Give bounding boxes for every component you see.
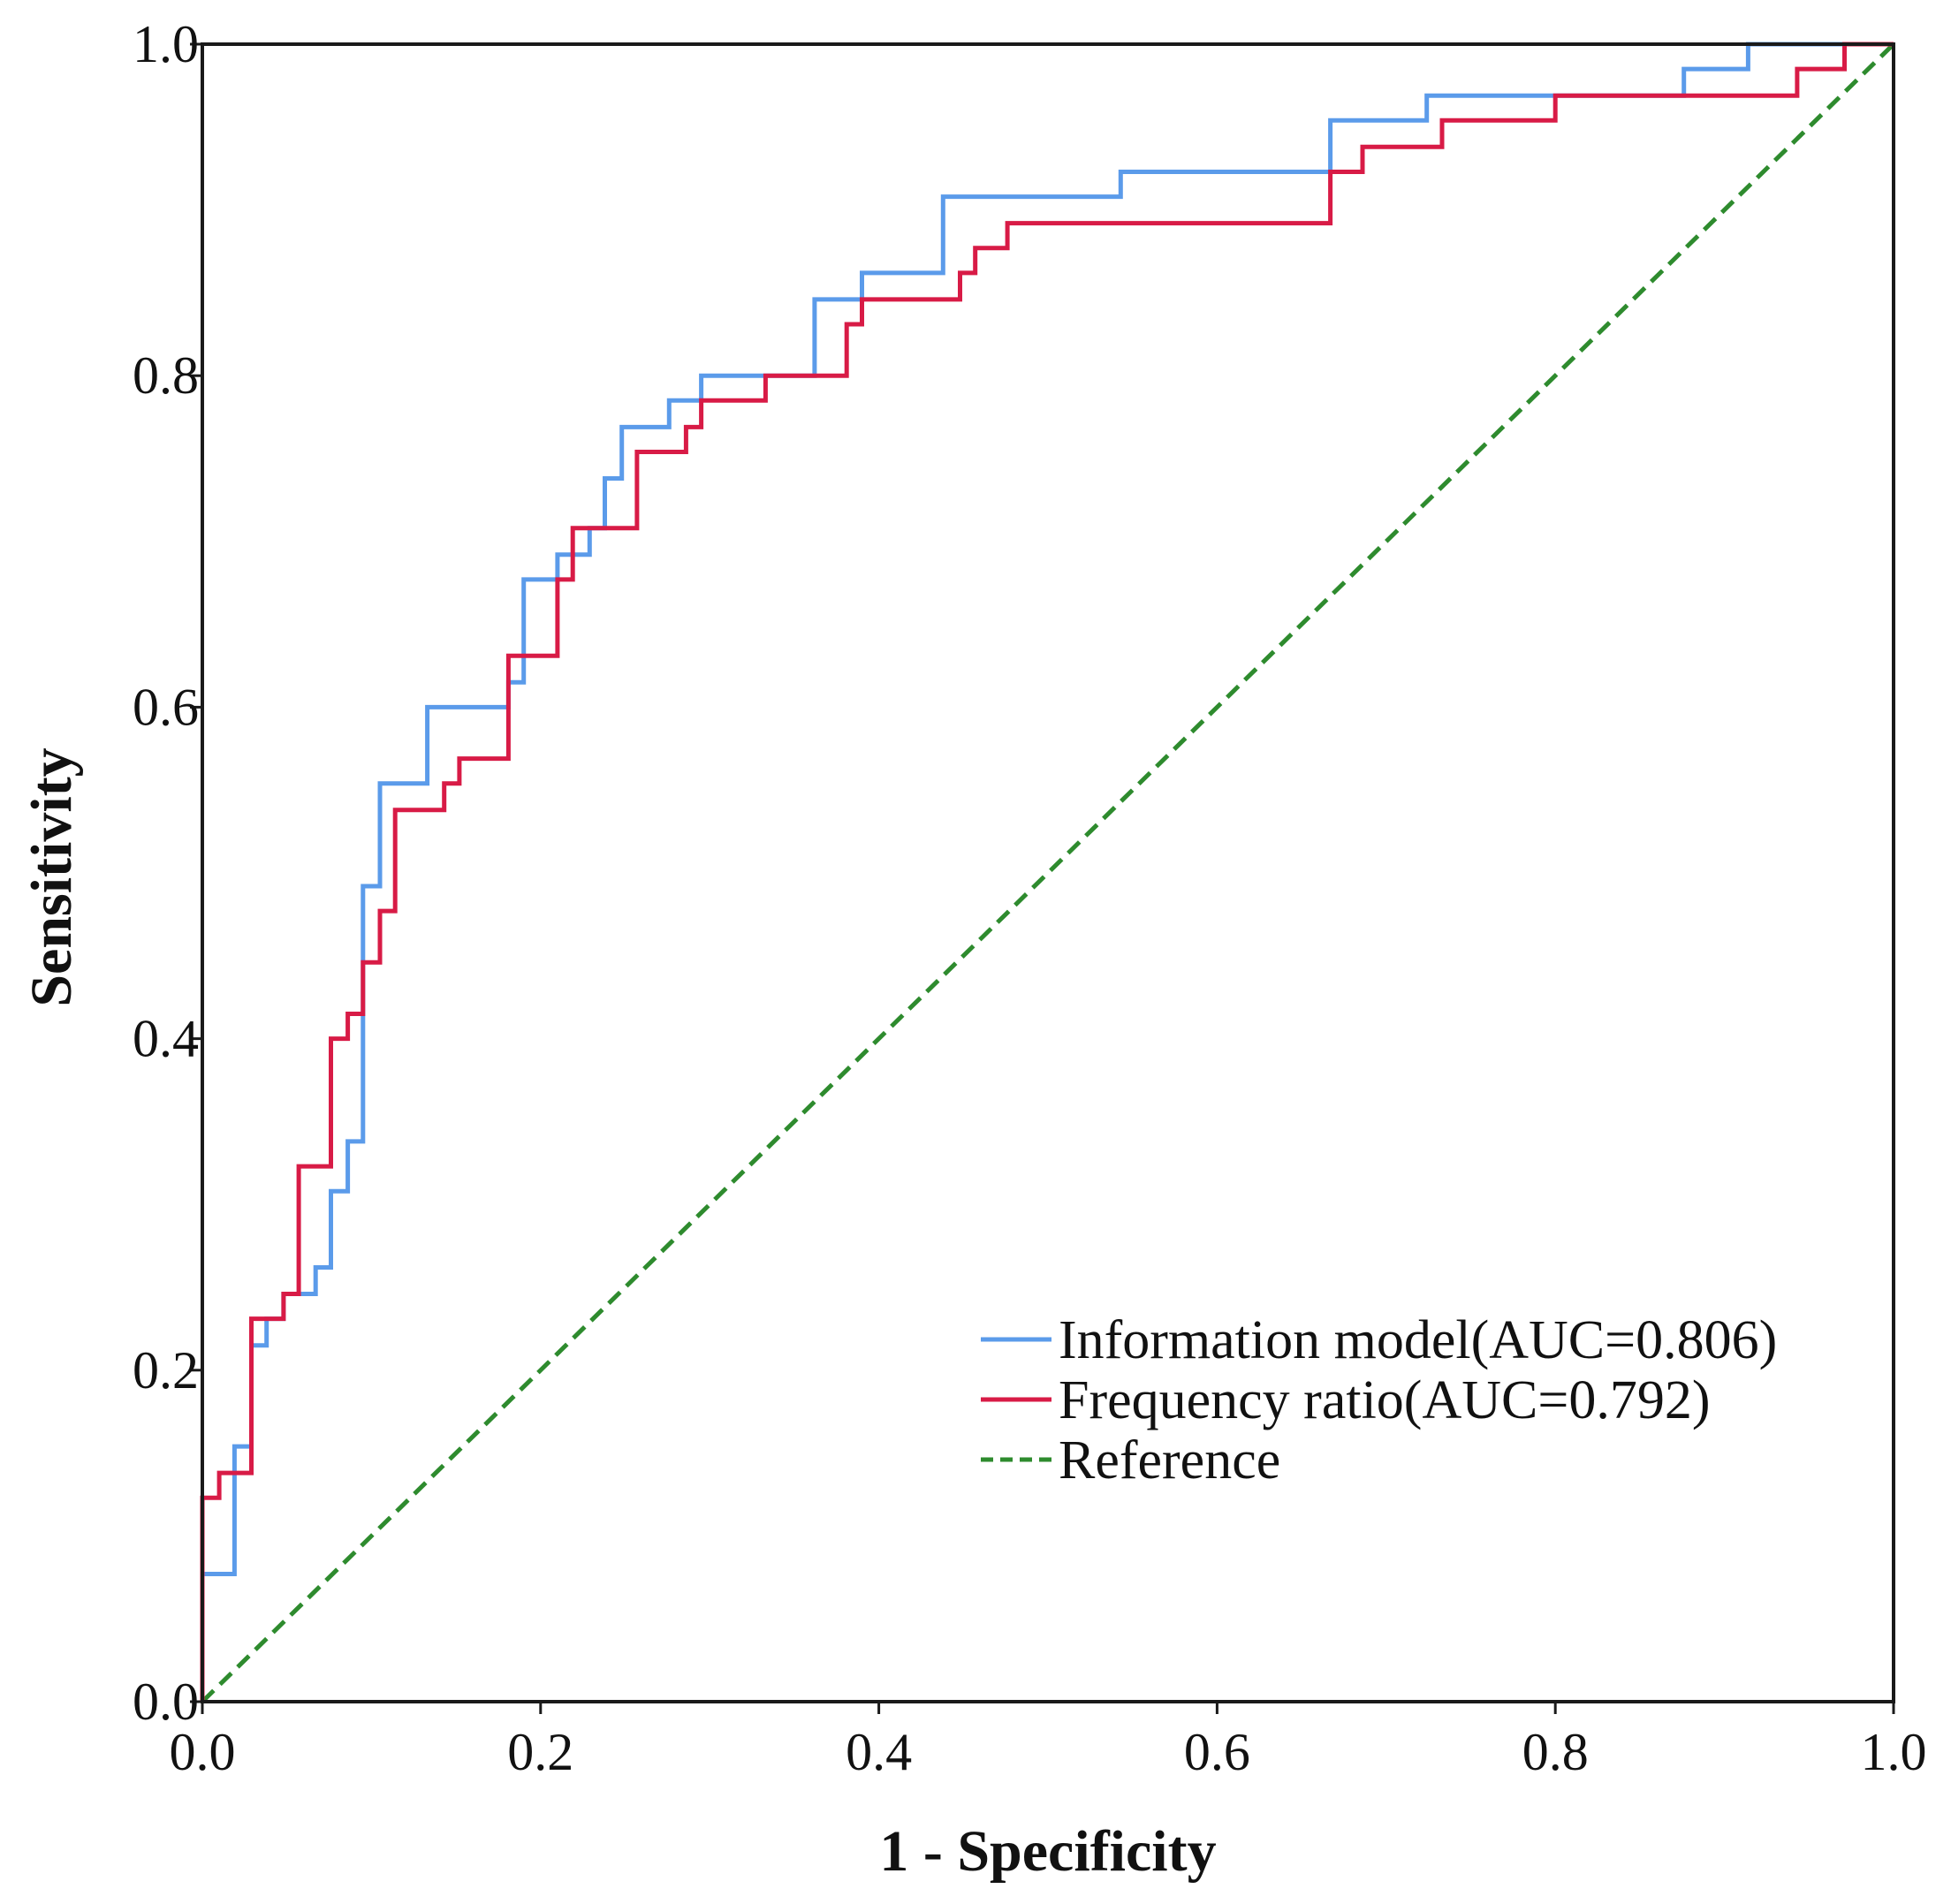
x-tick-label: 0.0 — [170, 1723, 236, 1781]
x-tick-label: 0.2 — [507, 1723, 573, 1781]
y-axis-title: Sensitivity — [19, 747, 84, 1006]
x-tick-label: 0.8 — [1522, 1723, 1589, 1781]
y-tick-label: 0.0 — [133, 1673, 199, 1731]
y-tick-label: 0.4 — [133, 1010, 199, 1068]
x-axis-title: 1 - Specificity — [879, 1819, 1216, 1884]
x-tick-label: 1.0 — [1861, 1723, 1927, 1781]
y-tick-label: 0.2 — [133, 1341, 199, 1400]
legend-label-1: Frequency ratio(AUC=0.792) — [1059, 1370, 1710, 1430]
y-tick-label: 0.6 — [133, 678, 199, 736]
legend-label-2: Reference — [1059, 1430, 1280, 1491]
x-tick-label: 0.4 — [846, 1723, 912, 1781]
y-tick-label: 1.0 — [133, 15, 199, 73]
legend: Information model(AUC=0.806)Frequency ra… — [981, 1310, 1777, 1491]
series-line-1 — [200, 42, 1894, 1702]
plot-frame — [201, 42, 1895, 1703]
series-layer — [200, 42, 1895, 1703]
y-tick-label: 0.8 — [133, 346, 199, 405]
x-tick-label: 0.6 — [1184, 1723, 1250, 1781]
legend-label-0: Information model(AUC=0.806) — [1059, 1310, 1777, 1370]
axes-layer: 0.0 0.2 0.4 0.6 0.8 1.0 0.0 0.2 0.4 0.6 0.8 1.0 — [133, 15, 1927, 1781]
